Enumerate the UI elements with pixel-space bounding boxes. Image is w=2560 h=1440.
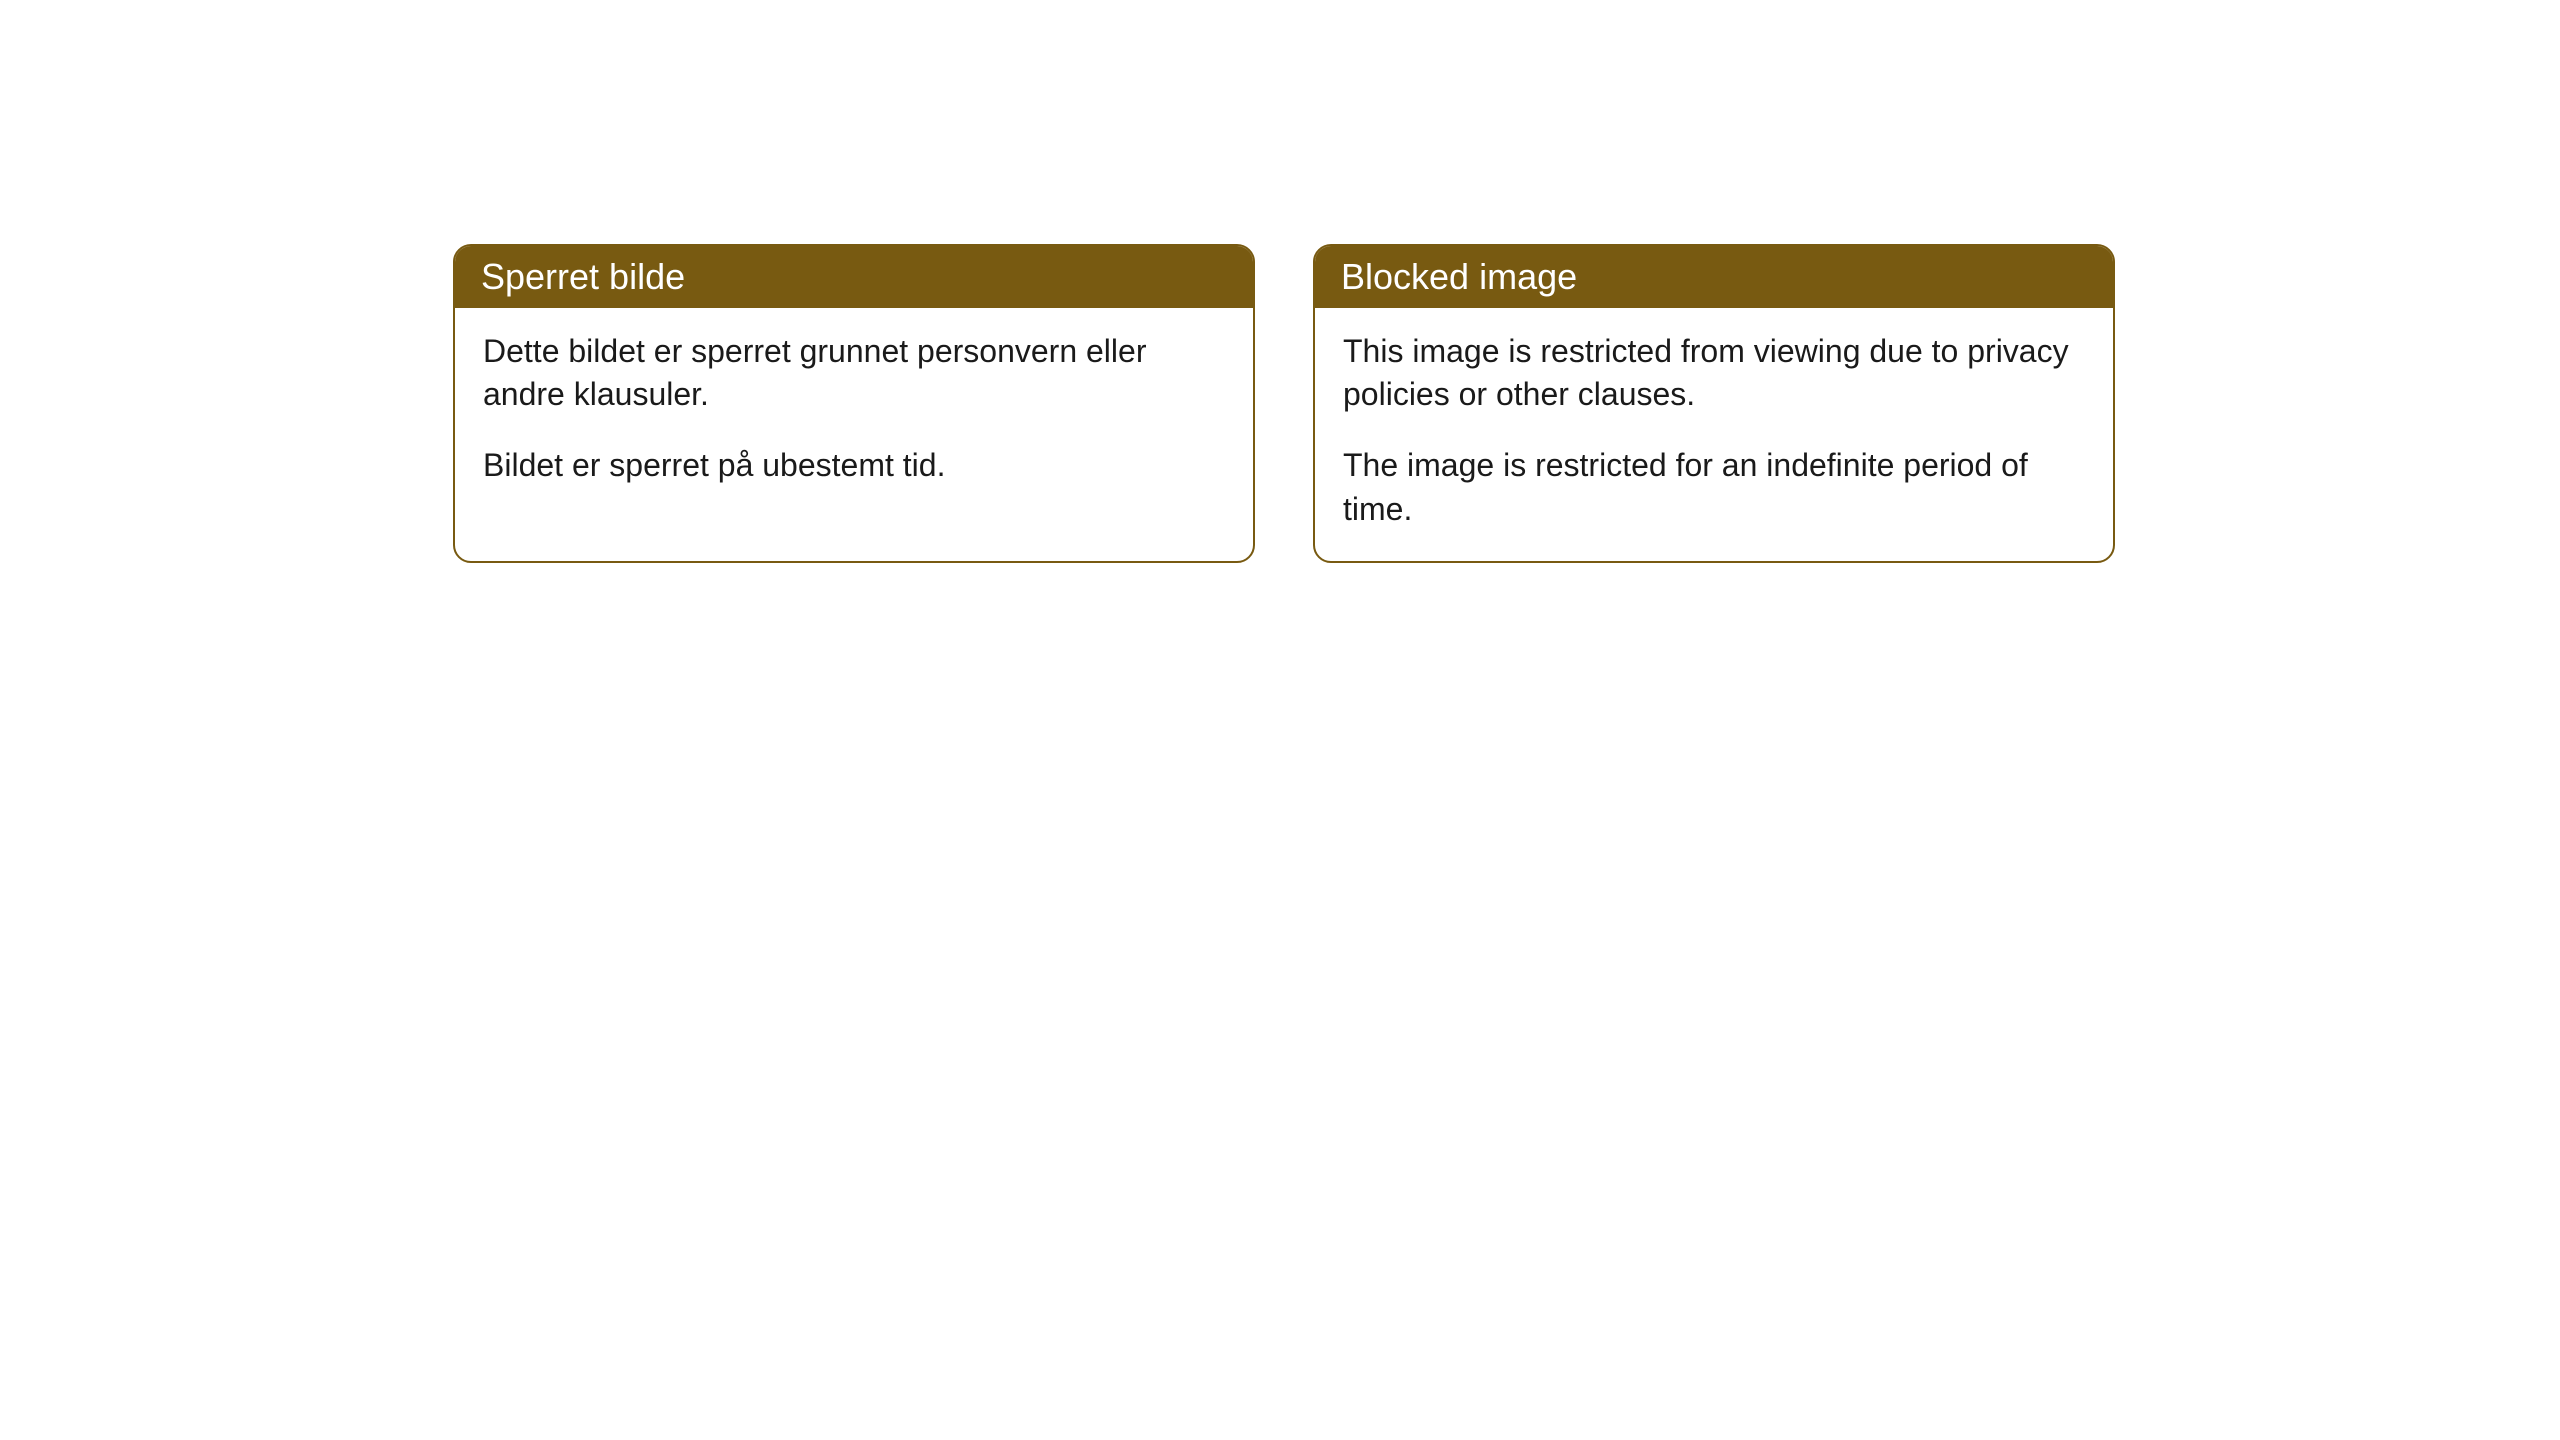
notice-body-norwegian: Dette bildet er sperret grunnet personve… (455, 308, 1253, 518)
notice-card-norwegian: Sperret bilde Dette bildet er sperret gr… (453, 244, 1255, 563)
notice-paragraph-1-norwegian: Dette bildet er sperret grunnet personve… (483, 330, 1225, 416)
notice-paragraph-2-norwegian: Bildet er sperret på ubestemt tid. (483, 444, 1225, 487)
notice-header-norwegian: Sperret bilde (455, 246, 1253, 308)
notice-paragraph-1-english: This image is restricted from viewing du… (1343, 330, 2085, 416)
notice-container: Sperret bilde Dette bildet er sperret gr… (453, 244, 2115, 563)
notice-card-english: Blocked image This image is restricted f… (1313, 244, 2115, 563)
notice-header-english: Blocked image (1315, 246, 2113, 308)
notice-body-english: This image is restricted from viewing du… (1315, 308, 2113, 561)
notice-paragraph-2-english: The image is restricted for an indefinit… (1343, 444, 2085, 530)
